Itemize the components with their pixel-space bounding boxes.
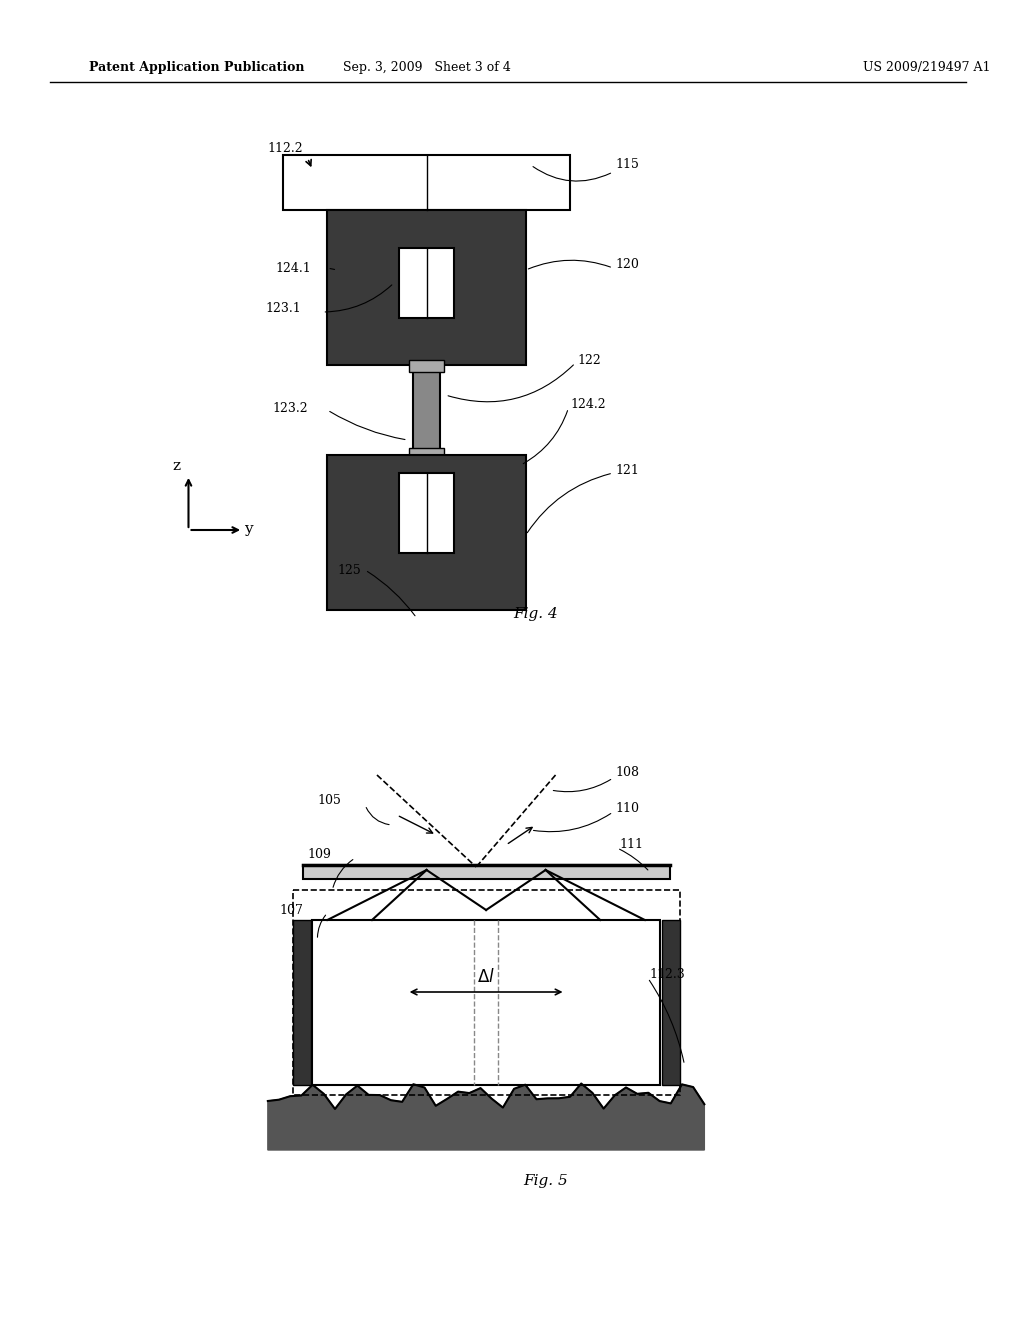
- Text: 115: 115: [615, 158, 639, 172]
- Text: 125: 125: [337, 564, 361, 577]
- Text: Fig. 4: Fig. 4: [513, 607, 558, 620]
- Bar: [398, 248, 455, 318]
- Text: 124.2: 124.2: [570, 399, 606, 412]
- Text: 123.1: 123.1: [266, 301, 302, 314]
- Text: y: y: [244, 521, 252, 536]
- Text: Patent Application Publication: Patent Application Publication: [89, 62, 305, 74]
- Polygon shape: [293, 920, 310, 1085]
- Text: 112.2: 112.2: [268, 141, 303, 154]
- Text: 108: 108: [615, 767, 639, 780]
- Text: 120: 120: [615, 259, 639, 272]
- Text: 121: 121: [615, 463, 639, 477]
- Bar: [293, 890, 680, 1096]
- Bar: [312, 920, 659, 1085]
- Text: US 2009/219497 A1: US 2009/219497 A1: [863, 62, 990, 74]
- Text: Fig. 5: Fig. 5: [523, 1173, 568, 1188]
- Polygon shape: [662, 920, 680, 1085]
- Text: 105: 105: [317, 793, 341, 807]
- Bar: [283, 154, 570, 210]
- Bar: [409, 447, 444, 459]
- Text: 111: 111: [620, 838, 643, 851]
- Bar: [328, 455, 525, 610]
- Text: 122: 122: [578, 354, 601, 367]
- Bar: [328, 210, 525, 366]
- Bar: [409, 360, 444, 372]
- Bar: [413, 366, 440, 455]
- Text: Sep. 3, 2009   Sheet 3 of 4: Sep. 3, 2009 Sheet 3 of 4: [343, 62, 511, 74]
- Text: $\Delta l$: $\Delta l$: [477, 968, 495, 986]
- Text: z: z: [173, 459, 180, 473]
- Bar: [398, 473, 455, 553]
- Text: 124.1: 124.1: [275, 261, 311, 275]
- Text: 110: 110: [615, 801, 639, 814]
- Bar: [302, 865, 670, 879]
- Text: 109: 109: [307, 849, 332, 862]
- Text: 107: 107: [280, 903, 304, 916]
- Text: 123.2: 123.2: [272, 401, 308, 414]
- Text: 112.3: 112.3: [650, 969, 685, 982]
- Polygon shape: [268, 1084, 705, 1150]
